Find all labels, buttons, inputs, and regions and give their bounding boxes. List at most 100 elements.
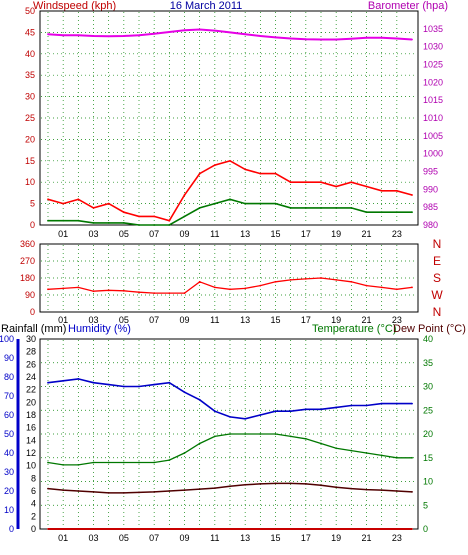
y-tick-label-humidity: 30	[4, 467, 14, 477]
x-tick-label: 05	[119, 315, 129, 325]
series-temperature-point	[77, 464, 80, 466]
series-humidity-point	[244, 417, 247, 420]
series-gust-point	[289, 181, 292, 184]
series-gust-point	[168, 219, 171, 222]
y-tick-label-windspeed: 20	[25, 134, 35, 144]
series-temperature-point	[274, 433, 277, 435]
series-humidity-point	[335, 406, 338, 409]
series-dew-point-point	[411, 491, 413, 493]
series-temperature-point	[365, 452, 368, 454]
series-temperature-point	[320, 442, 322, 445]
barometer-axis-label: Barometer (hpa)	[368, 0, 448, 12]
series-average-point	[122, 222, 125, 224]
x-tick-label: 11	[210, 315, 219, 325]
series-gust-point	[274, 172, 277, 175]
x-tick-label: 17	[301, 229, 311, 239]
series-direction-point	[335, 279, 338, 281]
y-tick-label-rainfall: 26	[26, 359, 36, 369]
series-humidity-point	[107, 383, 110, 386]
y-tick-label-windspeed: 40	[25, 49, 35, 59]
y-tick-label-windspeed: 10	[25, 177, 35, 187]
series-temperature-point	[138, 461, 140, 464]
direction-label: W	[431, 288, 443, 302]
series-temperature-point	[304, 437, 307, 440]
series-temperature-point	[62, 464, 65, 466]
x-tick-label: 05	[119, 229, 129, 239]
series-gust-point	[411, 194, 413, 196]
series-temperature-point	[213, 435, 216, 438]
series-dew-point-point	[335, 486, 338, 489]
series-temperature-point	[395, 456, 398, 459]
series-dew-point-point	[304, 483, 307, 485]
y-tick-label-humidity: 20	[4, 486, 14, 496]
series-dew-point-point	[107, 492, 110, 494]
series-barometer-point	[335, 38, 338, 41]
series-dew-point-point	[168, 490, 171, 492]
x-tick-label: 01	[58, 533, 68, 543]
series-gust-point	[259, 172, 262, 175]
x-tick-label: 15	[270, 315, 280, 325]
series-direction-point	[380, 286, 383, 289]
x-tick-label: 07	[149, 315, 159, 325]
series-temperature-point	[92, 461, 95, 464]
series-average-point	[183, 215, 186, 218]
series-gust-point	[244, 168, 247, 171]
series-temperature-point	[229, 433, 231, 435]
y-tick-label-direction: 90	[25, 290, 35, 300]
series-barometer-point	[259, 35, 262, 37]
series-dew-point-point	[92, 491, 95, 493]
direction-label: N	[433, 237, 442, 251]
x-tick-label: 17	[301, 315, 311, 325]
series-average-point	[320, 207, 322, 209]
series-average-point	[77, 219, 80, 222]
x-tick-label: 15	[270, 229, 280, 239]
y-tick-label-rainfall: 12	[26, 448, 36, 458]
y-tick-label-rainfall: 8	[31, 473, 36, 483]
y-tick-label-temperature: 25	[423, 405, 433, 415]
series-direction-point	[395, 288, 398, 291]
series-dew-point-point	[274, 482, 277, 485]
y-tick-label-direction: 0	[30, 307, 35, 317]
y-tick-label-direction: 180	[20, 273, 35, 283]
series-dew-point-point	[350, 487, 353, 490]
series-barometer-point	[395, 37, 398, 40]
series-direction-point	[259, 284, 262, 287]
series-dew-point-point	[77, 490, 80, 492]
y-tick-label-direction: 360	[20, 239, 35, 249]
series-barometer-point	[168, 31, 171, 33]
x-tick-label: 21	[361, 533, 371, 543]
x-tick-label: 21	[361, 315, 371, 325]
series-temperature-point	[289, 435, 292, 438]
y-tick-label-humidity: 60	[4, 410, 14, 420]
series-gust-point	[320, 181, 322, 184]
rainfall-axis-label: Rainfall (mm)	[1, 323, 66, 335]
series-average-point	[229, 198, 231, 201]
series-direction-point	[350, 280, 353, 283]
series-gust-point	[107, 202, 110, 205]
y-tick-label-barometer: 1005	[423, 131, 443, 141]
y-tick-label-temperature: 35	[423, 358, 433, 368]
y-tick-label-windspeed: 25	[25, 113, 35, 123]
series-temperature-point	[380, 454, 383, 457]
y-tick-label-rainfall: 2	[31, 511, 36, 521]
series-dew-point-point	[153, 491, 156, 493]
series-barometer-point	[47, 33, 49, 36]
series-humidity-point	[350, 404, 353, 407]
series-humidity-point	[411, 402, 413, 405]
x-tick-label: 23	[392, 315, 402, 325]
series-humidity-point	[380, 402, 383, 405]
y-tick-label-windspeed: 30	[25, 92, 35, 102]
series-dew-point-point	[62, 489, 65, 491]
chart-title: 16 March 2011	[170, 0, 243, 12]
series-direction-point	[92, 290, 95, 293]
direction-label: N	[433, 305, 442, 319]
y-tick-label-rainfall: 24	[26, 372, 36, 382]
series-humidity-point	[92, 381, 95, 384]
series-rainfall-point	[47, 528, 49, 530]
series-direction-point	[168, 292, 171, 294]
series-barometer-point	[350, 37, 353, 40]
y-tick-label-windspeed: 15	[25, 156, 35, 166]
series-gust-point	[213, 164, 216, 167]
series-direction-point	[365, 284, 368, 287]
series-dew-point-point	[198, 488, 201, 490]
